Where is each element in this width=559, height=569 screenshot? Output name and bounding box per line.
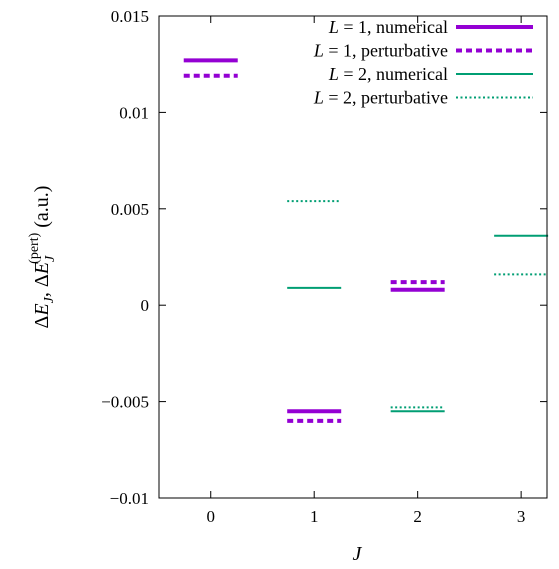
y-label-part: Δ xyxy=(31,315,53,328)
legend: L = 1, numerical L = 1, perturbative L = 2… xyxy=(313,17,533,108)
tick-group: −0.01 −0.005 0 0.005 0.01 0.015 0 1 2 3 xyxy=(101,7,547,526)
x-tick-label: 0 xyxy=(206,507,215,526)
x-tick-label: 3 xyxy=(517,507,526,526)
y-label-part: E xyxy=(31,262,53,275)
svg-text:ΔEJ, ΔEJ(pert) (a.u.): ΔEJ, ΔEJ(pert) (a.u.) xyxy=(27,186,58,329)
y-tick-label: 0.015 xyxy=(111,7,149,26)
plot-frame xyxy=(158,15,548,499)
y-tick-label: 0.01 xyxy=(119,103,149,122)
legend-label: L = 1, numerical xyxy=(328,17,448,37)
y-label-superscript: (pert) xyxy=(27,232,42,263)
legend-label: L = 2, perturbative xyxy=(313,88,448,108)
y-tick-label: −0.005 xyxy=(101,393,149,412)
y-label-part: (a.u.) xyxy=(31,186,53,233)
y-tick-label: 0 xyxy=(141,296,150,315)
y-label-subscript: J xyxy=(43,255,58,262)
y-label-subscript: J xyxy=(42,296,57,303)
legend-label: L = 2, numerical xyxy=(328,64,448,84)
y-label-part: , Δ xyxy=(31,274,53,297)
y-axis-label: ΔEJ, ΔEJ(pert) (a.u.) xyxy=(27,186,58,329)
x-tick-label: 1 xyxy=(310,507,319,526)
data-marks xyxy=(183,58,549,423)
y-tick-label: 0.005 xyxy=(111,200,149,219)
y-label-part: E xyxy=(31,303,53,316)
legend-label: L = 1, perturbative xyxy=(313,41,448,61)
x-tick-label: 2 xyxy=(413,507,422,526)
y-tick-label: −0.01 xyxy=(110,489,149,508)
x-axis-label: J xyxy=(353,543,363,565)
